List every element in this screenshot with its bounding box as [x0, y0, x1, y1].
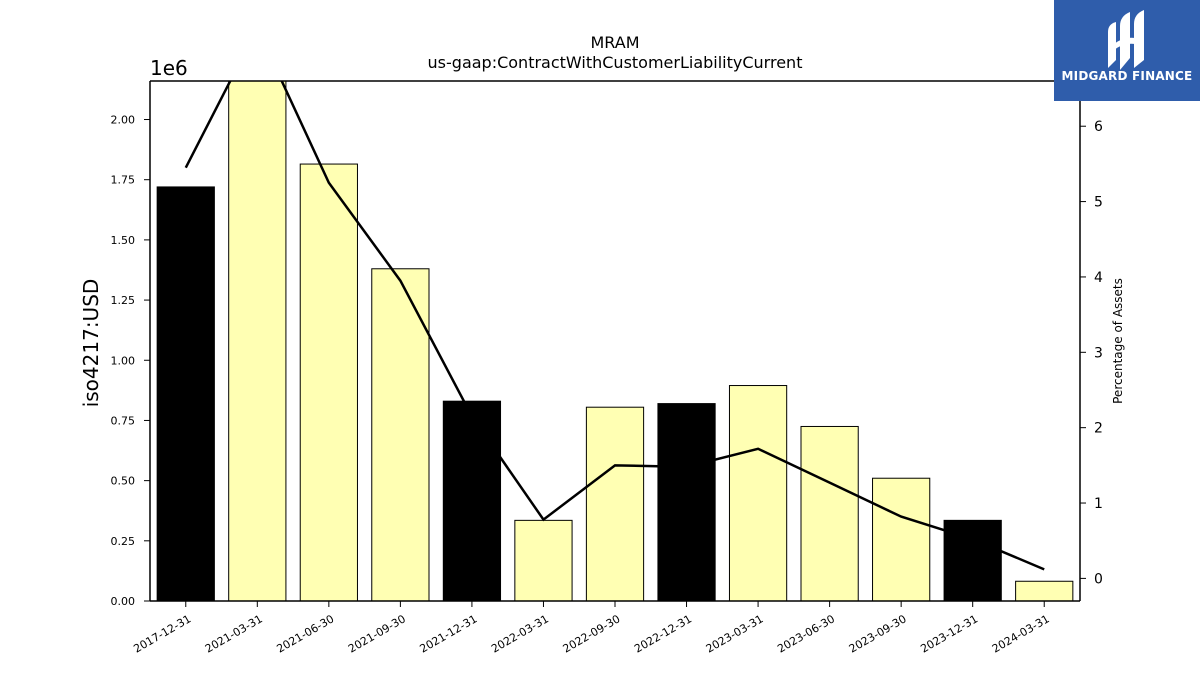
x-tick-label-2023-06-30: 2023-06-30 [775, 612, 837, 655]
x-tick-label-2022-12-31: 2022-12-31 [632, 612, 694, 655]
logo-mark-icon [1108, 10, 1144, 70]
chart-title: MRAM [590, 33, 639, 52]
y2-tick-label-3: 3 [1094, 345, 1103, 361]
x-tick-label-2021-09-30: 2021-09-30 [346, 612, 408, 655]
x-tick-label-2021-03-31: 2021-03-31 [203, 612, 265, 655]
bar-2021-03-31 [228, 80, 287, 602]
company-logo: MIDGARD FINANCE [1054, 0, 1200, 101]
x-tick-label-2021-06-30: 2021-06-30 [274, 612, 336, 655]
x-tick-label-2024-03-31: 2024-03-31 [990, 612, 1052, 655]
bar-2024-03-31 [1015, 580, 1074, 602]
bar-2022-03-31 [514, 519, 573, 602]
bar-2021-06-30 [299, 163, 358, 602]
x-tick-label-2023-09-30: 2023-09-30 [847, 612, 909, 655]
x-tick-label-2023-12-31: 2023-12-31 [918, 612, 980, 655]
y-tick-label-1.00: 1.00 [111, 354, 136, 367]
bar-2017-12-31 [156, 186, 215, 602]
y2-tick-label-4: 4 [1094, 270, 1103, 286]
y-tick-label-1.50: 1.50 [111, 234, 136, 247]
y-tick-label-1.25: 1.25 [111, 294, 136, 307]
x-tick-label-2022-03-31: 2022-03-31 [489, 612, 551, 655]
bar-2023-06-30 [800, 425, 859, 602]
line-series [184, 81, 1045, 571]
bar-2023-03-31 [728, 385, 788, 602]
y-tick-label-0.75: 0.75 [111, 414, 136, 427]
y-tick-label-0.00: 0.00 [111, 595, 136, 608]
line-group [184, 81, 1045, 571]
y-tick-label-1.75: 1.75 [111, 174, 136, 187]
y-axis-label: iso4217:USD [79, 279, 103, 408]
logo-text: MIDGARD FINANCE [1061, 69, 1193, 83]
bar-2021-12-31 [442, 400, 502, 602]
y2-tick-label-2: 2 [1094, 421, 1103, 437]
bar-2022-12-31 [657, 403, 716, 602]
y-tick-label-2.00: 2.00 [111, 114, 136, 127]
x-tick-label-2022-09-30: 2022-09-30 [561, 612, 623, 655]
x-tick-label-2017-12-31: 2017-12-31 [131, 612, 193, 655]
x-tick-label-2021-12-31: 2021-12-31 [418, 612, 480, 655]
chart-subtitle: us-gaap:ContractWithCustomerLiabilityCur… [428, 53, 803, 72]
y-tick-label-0.50: 0.50 [111, 475, 136, 488]
y2-tick-label-0: 0 [1094, 571, 1103, 587]
y-tick-label-0.25: 0.25 [111, 535, 136, 548]
y2-tick-label-6: 6 [1094, 119, 1103, 135]
bar-2021-09-30 [371, 268, 430, 602]
bars-group [156, 80, 1074, 602]
x-tick-label-2023-03-31: 2023-03-31 [704, 612, 766, 655]
bar-2022-09-30 [585, 406, 645, 602]
y-offset-label: 1e6 [150, 56, 188, 80]
y2-axis-label: Percentage of Assets [1111, 278, 1125, 404]
y2-tick-label-5: 5 [1094, 195, 1103, 211]
y2-tick-label-1: 1 [1094, 496, 1103, 512]
bar-2023-09-30 [872, 477, 931, 602]
